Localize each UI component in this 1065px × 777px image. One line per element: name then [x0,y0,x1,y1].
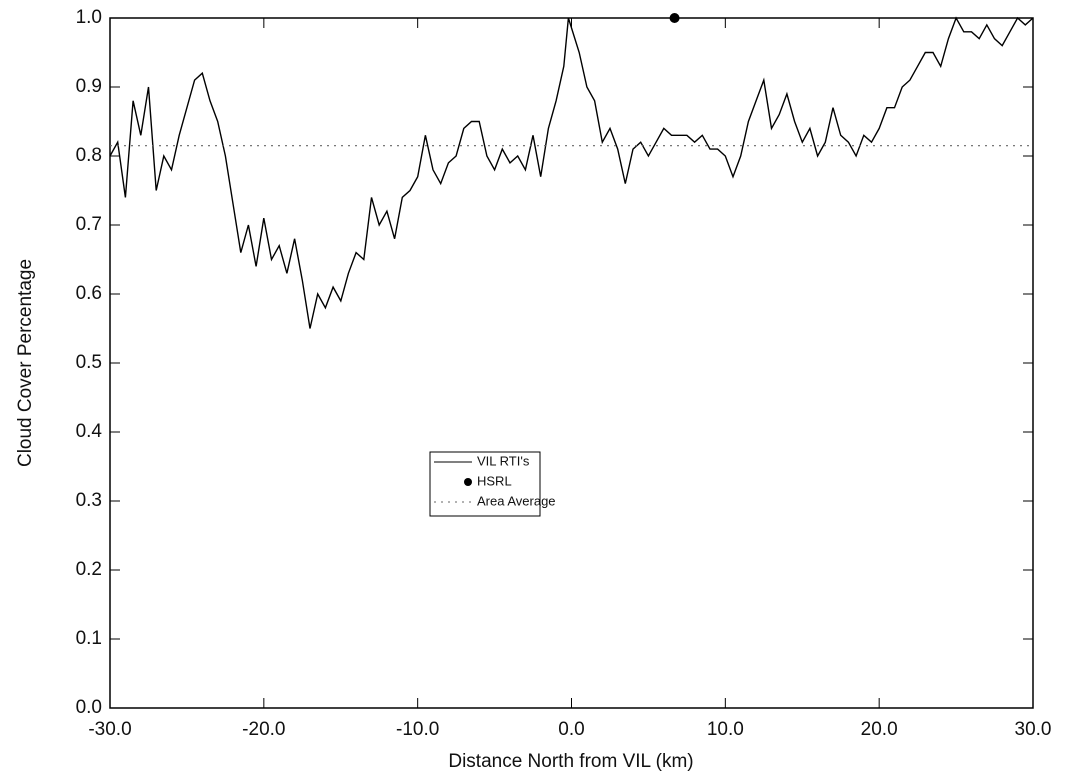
y-tick-label: 0.3 [76,490,102,511]
legend: VIL RTI's HSRL Area Average [429,451,556,517]
y-tick-label: 0.8 [76,145,102,166]
y-tick-label: 1.0 [76,7,102,28]
y-tick-label: 0.0 [76,697,102,718]
x-tick-label: 0.0 [558,719,584,740]
legend-label: VIL RTI's [477,453,530,468]
x-tick-label: -10.0 [396,719,439,740]
y-tick-label: 0.4 [76,421,103,442]
legend-label: HSRL [477,473,512,488]
y-tick-label: 0.5 [76,352,102,373]
legend-box [429,451,541,517]
x-axis-label: Distance North from VIL (km) [448,751,693,772]
hsrl-point [669,13,680,23]
x-tick-label: -30.0 [88,719,131,740]
y-tick-label: 0.2 [76,559,102,580]
plot-frame [109,17,1034,709]
x-tick-label: 10.0 [707,719,744,740]
x-tick-label: 20.0 [861,719,898,740]
y-tick-label: 0.9 [76,76,102,97]
y-tick-label: 0.1 [76,628,102,649]
x-tick-label: 30.0 [1015,719,1052,740]
y-tick-label: 0.6 [76,283,102,304]
legend-symbol [464,478,472,486]
x-tick-label: -20.0 [242,719,285,740]
legend-label: Area Average [477,493,556,508]
data-line [109,16,1034,329]
y-tick-label: 0.7 [76,214,102,235]
y-axis-label: Cloud Cover Percentage [15,259,36,467]
